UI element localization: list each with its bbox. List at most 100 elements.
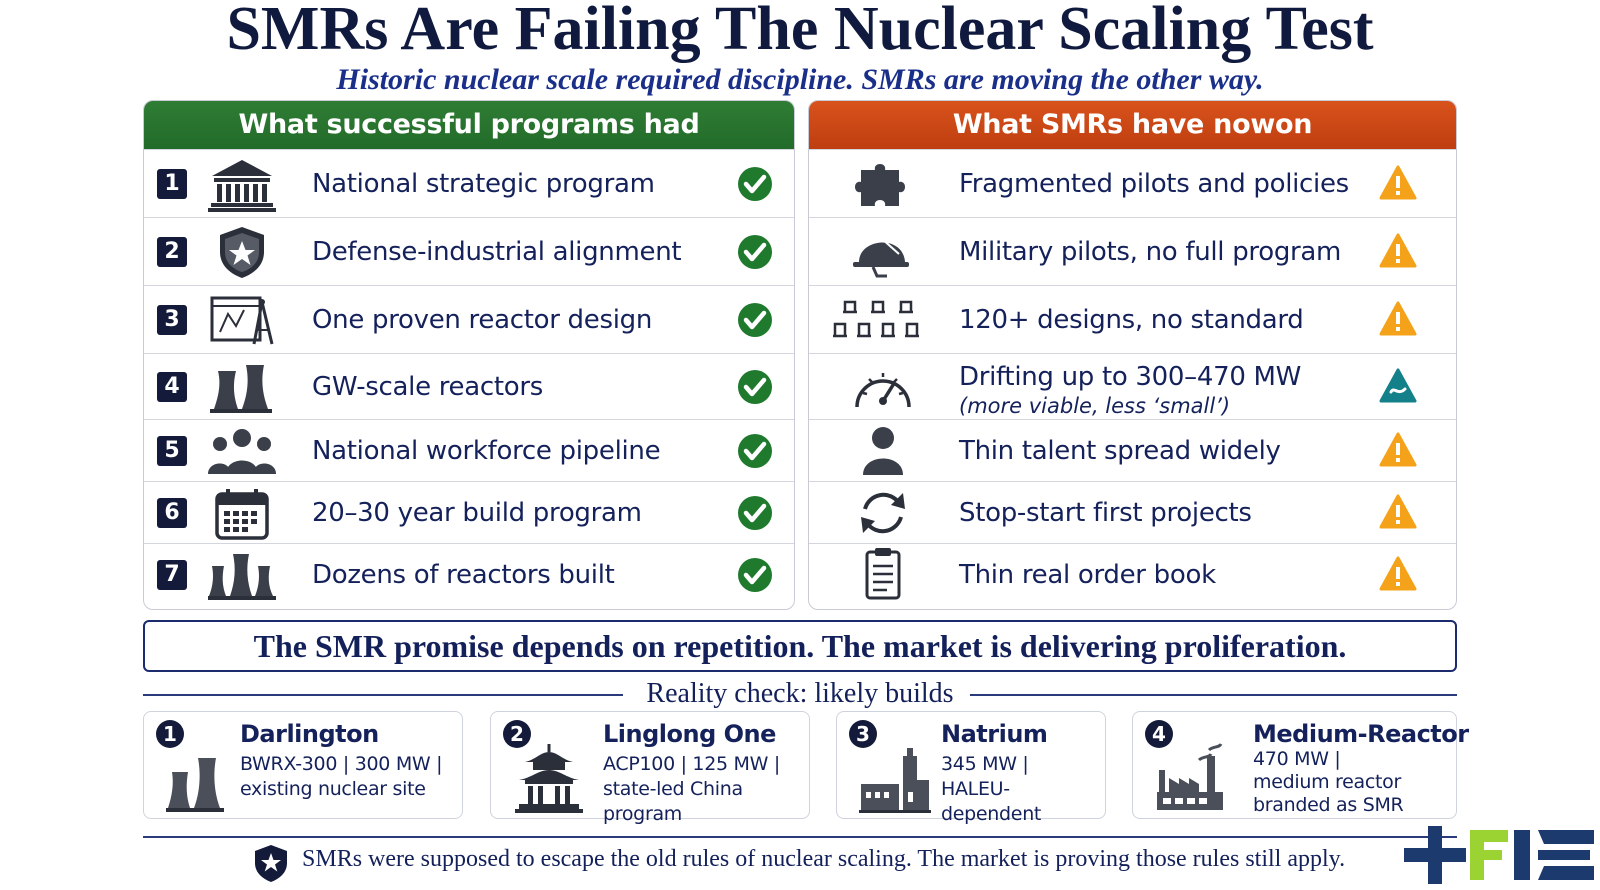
refresh-arrows-icon — [861, 492, 905, 534]
military-helmet-icon — [853, 237, 909, 278]
cooling-towers-icon — [210, 365, 272, 413]
warning-icon — [1379, 494, 1417, 529]
card-name: Linglong One — [603, 720, 776, 748]
card-detail-line: 345 MW | — [941, 753, 1029, 775]
list-item: 2 Defense-industrial alignment — [144, 217, 794, 285]
list-item: 6 20–30 year build program — [144, 481, 794, 543]
footer-divider — [143, 836, 1457, 838]
government-building-icon — [208, 160, 276, 212]
check-icon — [738, 496, 772, 530]
people-group-icon — [208, 429, 276, 474]
build-card: 3 Natrium 345 MW | HALEU-dependent — [836, 711, 1106, 825]
row-label: 120+ designs, no standard — [959, 305, 1304, 335]
successful-programs-header: What successful programs had — [144, 101, 794, 149]
list-item: 4 GW-scale reactors — [144, 353, 794, 419]
card-number: 3 — [849, 720, 877, 748]
many-designs-icon — [833, 300, 919, 338]
warning-icon — [1379, 432, 1417, 467]
card-number: 1 — [156, 720, 184, 748]
row-number: 3 — [157, 305, 187, 335]
card-details: BWRX-300 | 300 MW | existing nuclear sit… — [240, 752, 443, 802]
check-icon — [738, 235, 772, 269]
pagoda-icon — [515, 744, 583, 813]
card-detail-line: ACP100 | 125 MW | — [603, 753, 780, 775]
drift-icon — [1379, 368, 1417, 403]
row-sublabel: (more viable, less ‘small’) — [959, 394, 1231, 418]
card-name: Natrium — [941, 720, 1048, 748]
reality-check-title: Reality check: likely builds — [646, 678, 954, 709]
card-detail-line: medium reactor — [1253, 771, 1401, 793]
warning-icon — [1379, 233, 1417, 268]
list-item: 3 One proven reactor design — [144, 285, 794, 353]
card-name: Medium-Reactor — [1253, 720, 1469, 748]
puzzle-piece-icon — [855, 164, 905, 206]
list-item: 120+ designs, no standard — [809, 285, 1456, 353]
list-item: Drifting up to 300–470 MW (more viable, … — [809, 353, 1456, 419]
row-label: Dozens of reactors built — [312, 560, 615, 590]
key-message-banner: The SMR promise depends on repetition. T… — [143, 620, 1457, 672]
check-icon — [738, 434, 772, 468]
list-item: Thin talent spread widely — [809, 419, 1456, 481]
check-icon — [738, 303, 772, 337]
warning-icon — [1379, 165, 1417, 200]
footer-message: SMRs were supposed to escape the old rul… — [302, 846, 1346, 872]
many-towers-icon — [208, 554, 276, 600]
row-number: 6 — [157, 498, 187, 528]
brand-logo — [1404, 826, 1594, 884]
row-label: Stop-start first projects — [959, 498, 1252, 528]
row-label: Thin talent spread widely — [959, 436, 1281, 466]
card-name: Darlington — [240, 720, 379, 748]
row-number: 1 — [157, 169, 187, 199]
card-detail-line: branded as SMR — [1253, 794, 1404, 816]
gauge-icon — [855, 373, 911, 408]
card-detail-line: HALEU-dependent — [941, 778, 1042, 825]
shield-star-icon — [255, 845, 287, 882]
row-number: 7 — [157, 560, 187, 590]
card-detail-line: existing nuclear site — [240, 778, 426, 800]
shield-star-icon — [220, 227, 264, 278]
row-label: 20–30 year build program — [312, 498, 642, 528]
list-item: 7 Dozens of reactors built — [144, 543, 794, 609]
row-label: National strategic program — [312, 169, 655, 199]
list-item: Stop-start first projects — [809, 481, 1456, 543]
divider — [143, 694, 623, 696]
card-details: 345 MW | HALEU-dependent — [941, 752, 1105, 827]
successful-programs-panel: What successful programs had 1 National … — [143, 100, 795, 610]
row-label: Drifting up to 300–470 MW — [959, 362, 1302, 392]
card-number: 2 — [503, 720, 531, 748]
list-item: 1 National strategic program — [144, 149, 794, 217]
card-details: 470 MW | medium reactor branded as SMR — [1253, 748, 1404, 817]
build-card: 2 Linglong One ACP100 | 125 MW | state-l… — [490, 711, 810, 825]
row-number: 4 — [157, 372, 187, 402]
plant-icon — [859, 748, 931, 813]
row-label: Thin real order book — [959, 560, 1216, 590]
row-number: 2 — [157, 237, 187, 267]
row-label: Military pilots, no full program — [959, 237, 1342, 267]
clipboard-icon — [865, 548, 901, 600]
cooling-towers-icon — [166, 758, 224, 812]
warning-icon — [1379, 556, 1417, 591]
check-icon — [738, 370, 772, 404]
page-subtitle: Historic nuclear scale required discipli… — [336, 63, 1264, 96]
card-detail-line: BWRX-300 | 300 MW | — [240, 753, 443, 775]
calendar-icon — [215, 489, 269, 540]
row-label: One proven reactor design — [312, 305, 653, 335]
factory-icon — [1157, 743, 1223, 810]
row-label: Defense-industrial alignment — [312, 237, 682, 267]
blueprint-compass-icon — [210, 296, 274, 345]
row-label: National workforce pipeline — [312, 436, 661, 466]
page-title: SMRs Are Failing The Nuclear Scaling Tes… — [226, 0, 1374, 63]
card-detail-line: 470 MW | — [1253, 748, 1341, 770]
smr-status-panel: What SMRs have nowon Fragmented pilots a… — [808, 100, 1457, 610]
row-number: 5 — [157, 436, 187, 466]
list-item: 5 National workforce pipeline — [144, 419, 794, 481]
list-item: Military pilots, no full program — [809, 217, 1456, 285]
build-card: 4 Medium-Reactor 470 MW | medium reactor… — [1132, 711, 1469, 819]
build-card: 1 Darlington BWRX-300 | 300 MW | existin… — [143, 711, 463, 819]
check-icon — [738, 167, 772, 201]
card-number: 4 — [1145, 720, 1173, 748]
divider — [970, 694, 1457, 696]
list-item: Fragmented pilots and policies — [809, 149, 1456, 217]
card-detail-line: state-led China program — [603, 778, 743, 825]
person-icon — [863, 427, 903, 475]
